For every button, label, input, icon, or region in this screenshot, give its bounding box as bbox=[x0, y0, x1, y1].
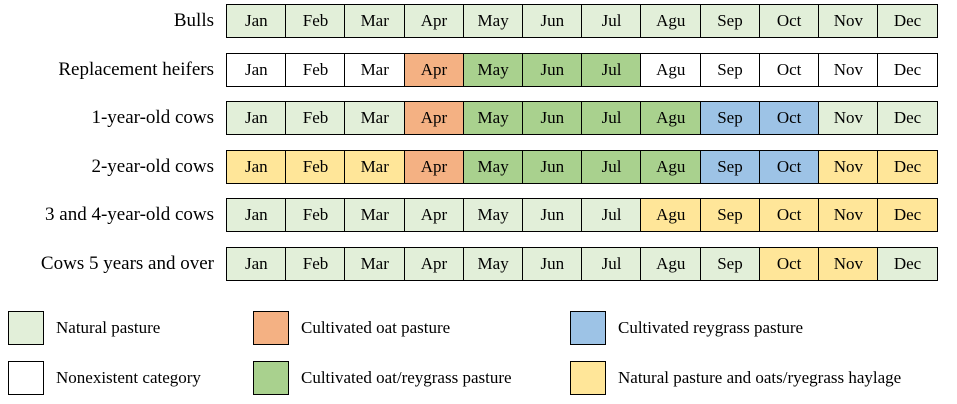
month-cell: Agu bbox=[640, 52, 702, 87]
month-cell: Dec bbox=[877, 149, 938, 184]
legend-label: Cultivated reygrass pasture bbox=[618, 318, 804, 337]
legend-swatch bbox=[8, 361, 44, 395]
month-cell: Oct bbox=[758, 101, 820, 136]
month-cell: Agu bbox=[640, 247, 702, 281]
month-cell: Jan bbox=[226, 247, 287, 281]
month-cell: May bbox=[462, 149, 524, 184]
month-cell: Nov bbox=[818, 198, 879, 233]
month-cell: Jul bbox=[581, 198, 642, 233]
month-cell: Mar bbox=[344, 247, 406, 281]
month-cell: Feb bbox=[285, 198, 346, 233]
legend-swatch bbox=[8, 311, 44, 345]
month-cell: Nov bbox=[818, 149, 879, 184]
month-cell: Jan bbox=[226, 198, 287, 233]
month-cell: Feb bbox=[285, 4, 346, 38]
month-cell: Sep bbox=[699, 149, 761, 184]
month-cell: May bbox=[462, 4, 524, 38]
month-cell: Nov bbox=[818, 101, 879, 136]
month-cell: Apr bbox=[403, 101, 465, 136]
month-cell: Oct bbox=[758, 4, 820, 38]
month-cell: Dec bbox=[877, 52, 938, 87]
month-cell: Agu bbox=[640, 4, 702, 38]
month-cell: Feb bbox=[285, 149, 346, 184]
month-cell: Jun bbox=[522, 101, 583, 136]
row-label: 1-year-old cows bbox=[91, 107, 214, 129]
row-label: Bulls bbox=[173, 10, 214, 31]
legend-label: Cultivated oat pasture bbox=[301, 318, 451, 337]
month-cell: Mar bbox=[344, 4, 406, 38]
month-cell: Mar bbox=[344, 52, 406, 87]
legend-swatch bbox=[570, 311, 606, 345]
month-cell: Sep bbox=[699, 198, 761, 233]
month-cell: Sep bbox=[699, 247, 761, 281]
month-cell: Apr bbox=[403, 247, 465, 281]
month-cell: Apr bbox=[403, 4, 465, 38]
month-cell: Sep bbox=[699, 4, 761, 38]
month-cell: Oct bbox=[758, 247, 820, 281]
month-cell: Oct bbox=[758, 52, 820, 87]
month-cell: Jul bbox=[581, 52, 642, 87]
row-label: Replacement heifers bbox=[58, 58, 214, 80]
month-cell: May bbox=[462, 101, 524, 136]
grazing-calendar-grid: Bulls Jan Feb Mar Apr May Jun Jul Agu Sep Oct Nov De… bbox=[40, 4, 938, 281]
month-cell: Apr bbox=[403, 149, 465, 184]
row-label: 3 and 4-year-old cows bbox=[45, 204, 214, 226]
month-cell: Jan bbox=[226, 101, 287, 136]
month-cell: Feb bbox=[285, 52, 346, 87]
month-cell: Jul bbox=[581, 149, 642, 184]
month-cell: Sep bbox=[699, 52, 761, 87]
month-cell: Apr bbox=[403, 52, 465, 87]
month-cell: Jan bbox=[226, 52, 287, 87]
month-cell: Dec bbox=[877, 4, 938, 38]
month-cell: Jun bbox=[522, 149, 583, 184]
month-cell: Nov bbox=[818, 247, 879, 281]
month-cell: Feb bbox=[285, 101, 346, 136]
month-cell: Dec bbox=[877, 101, 938, 136]
month-cell: Jul bbox=[581, 4, 642, 38]
legend-label: Natural pasture and oats/ryegrass haylag… bbox=[618, 368, 902, 387]
month-cell: Jul bbox=[581, 247, 642, 281]
month-cell: Dec bbox=[877, 198, 938, 233]
month-cell: Dec bbox=[877, 247, 938, 281]
month-cell: Jun bbox=[522, 4, 583, 38]
month-cell: Sep bbox=[699, 101, 761, 136]
month-cell: Jun bbox=[522, 247, 583, 281]
month-cell: Mar bbox=[344, 149, 406, 184]
month-cell: Jul bbox=[581, 101, 642, 136]
month-cell: Oct bbox=[758, 198, 820, 233]
month-cell: Feb bbox=[285, 247, 346, 281]
legend-swatch bbox=[570, 361, 606, 395]
month-cell: May bbox=[462, 247, 524, 281]
legend-label: Nonexistent category bbox=[56, 368, 201, 387]
row-label: Cows 5 years and over bbox=[40, 253, 214, 274]
month-cell: Mar bbox=[344, 198, 406, 233]
month-cell: Agu bbox=[640, 149, 702, 184]
month-cell: Apr bbox=[403, 198, 465, 233]
month-cell: May bbox=[462, 52, 524, 87]
month-cell: Agu bbox=[640, 198, 702, 233]
month-cell: Nov bbox=[818, 52, 879, 87]
row-label: 2-year-old cows bbox=[91, 155, 214, 177]
month-cell: Jan bbox=[226, 4, 287, 38]
month-cell: Mar bbox=[344, 101, 406, 136]
month-cell: Agu bbox=[640, 101, 702, 136]
month-cell: Oct bbox=[758, 149, 820, 184]
legend-label: Cultivated oat/reygrass pasture bbox=[301, 368, 512, 387]
month-cell: Nov bbox=[818, 4, 879, 38]
month-cell: Jun bbox=[522, 52, 583, 87]
month-cell: May bbox=[462, 198, 524, 233]
legend-swatch bbox=[253, 361, 289, 395]
legend-label: Natural pasture bbox=[56, 318, 161, 337]
legend-swatch bbox=[253, 311, 289, 345]
month-cell: Jan bbox=[226, 149, 287, 184]
month-cell: Jun bbox=[522, 198, 583, 233]
